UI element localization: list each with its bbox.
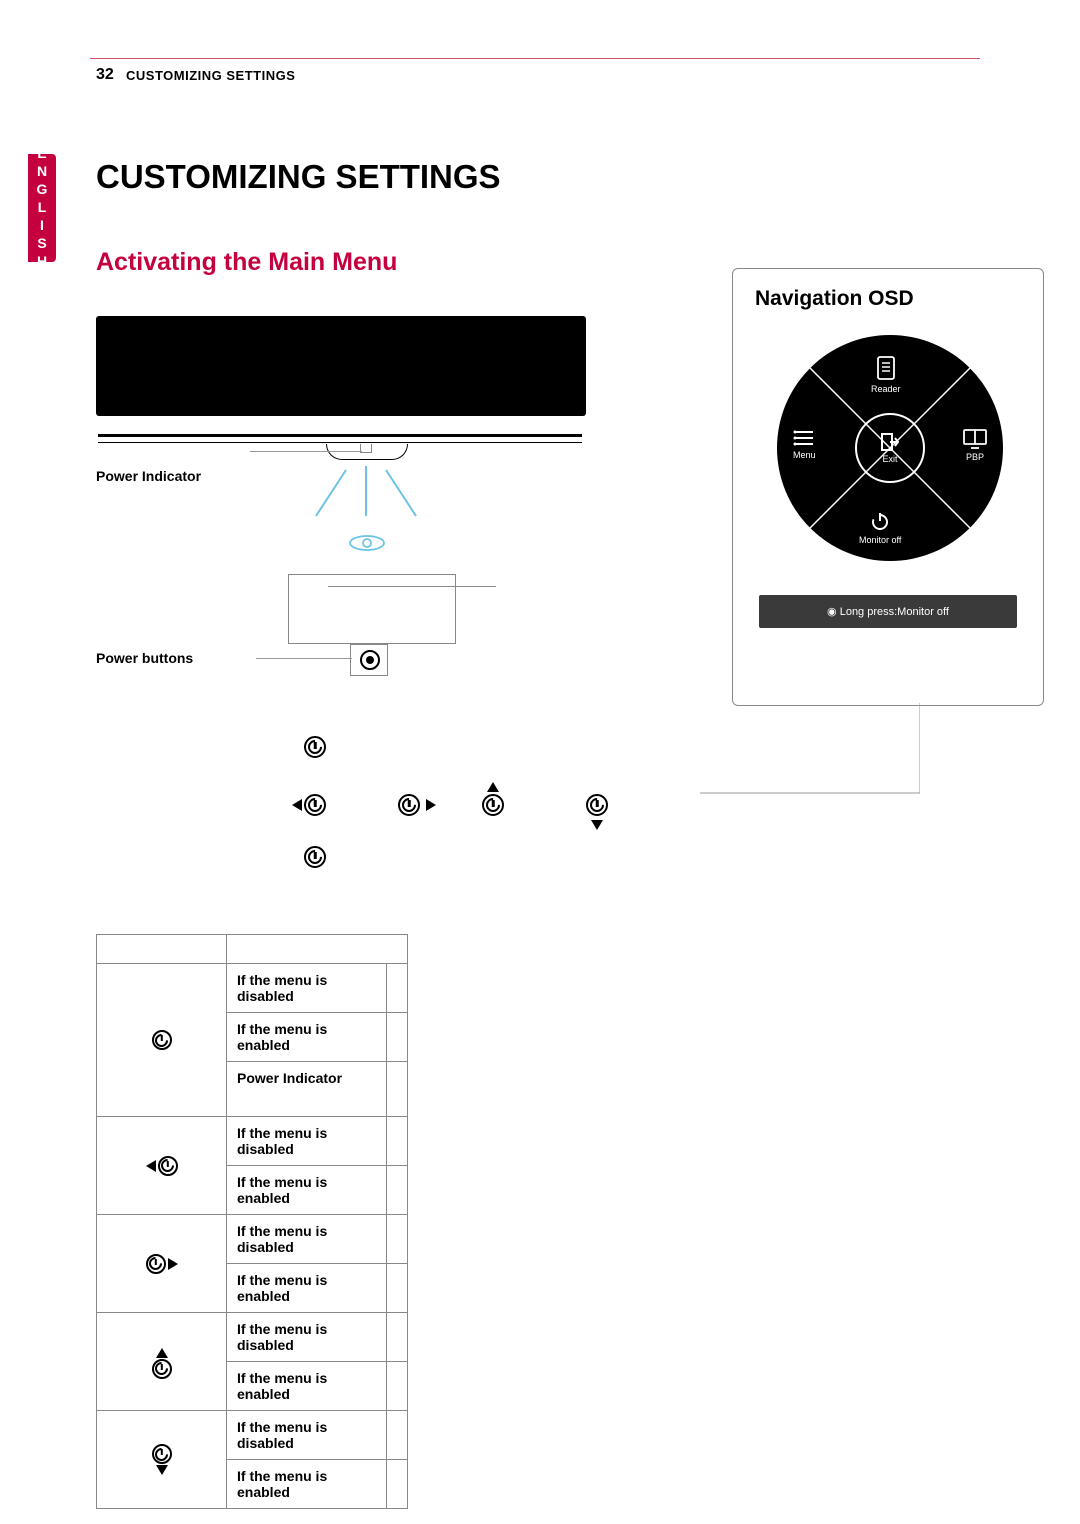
osd-note-prefix: ◉ (827, 606, 837, 618)
power-icon-left (304, 794, 326, 816)
table-state: If the menu is disabled (227, 1411, 387, 1460)
table-row: If the menu is disabled (97, 1313, 408, 1362)
page-title: CUSTOMIZING SETTINGS (96, 158, 501, 196)
table-state: Power Indicator (227, 1062, 387, 1117)
osd-exit-label: Exit (882, 454, 897, 464)
stand-line (328, 586, 496, 587)
power-button-dot (366, 656, 374, 664)
power-icon-up-arrow (482, 794, 504, 816)
table-state: If the menu is enabled (227, 1264, 387, 1313)
osd-segment-monitor-off: Monitor off (859, 510, 901, 545)
table-icon-right (97, 1215, 227, 1313)
table-row: If the menu is disabled (97, 964, 408, 1013)
power-icon-down-arrow (586, 794, 608, 816)
eye-icon (348, 534, 386, 552)
table-state: If the menu is disabled (227, 1313, 387, 1362)
power-button-leader (256, 658, 352, 659)
table-desc (387, 1215, 408, 1264)
osd-segment-pbp: PBP (963, 429, 987, 462)
arrow-left-icon (292, 799, 302, 811)
arrow-right-icon (426, 799, 436, 811)
arrow-up-icon (487, 782, 499, 792)
power-icon-right (398, 794, 420, 816)
table-icon-left (97, 1117, 227, 1215)
table-desc (387, 1062, 408, 1117)
monitor-screen (96, 316, 586, 416)
table-header-icon (97, 935, 227, 964)
control-table: If the menu is disabled If the menu is e… (96, 934, 408, 1509)
table-desc (387, 1166, 408, 1215)
osd-segment-menu: Menu (793, 429, 816, 460)
sight-rays (306, 466, 426, 526)
osd-menu-label: Menu (793, 450, 816, 460)
table-icon-press (97, 964, 227, 1117)
table-state: If the menu is enabled (227, 1460, 387, 1509)
osd-center-exit: Exit (855, 413, 925, 483)
table-row: If the menu is disabled (97, 1117, 408, 1166)
header-rule (90, 58, 980, 59)
table-state: If the menu is enabled (227, 1362, 387, 1411)
section-title: Activating the Main Menu (96, 248, 397, 277)
table-desc (387, 1362, 408, 1411)
power-icon-top (304, 736, 326, 758)
table-desc (387, 1460, 408, 1509)
table-desc (387, 1411, 408, 1460)
osd-title: Navigation OSD (755, 287, 914, 311)
table-state: If the menu is enabled (227, 1013, 387, 1062)
table-state: If the menu is disabled (227, 1117, 387, 1166)
osd-leader-line (700, 703, 920, 873)
arrow-down-icon (591, 820, 603, 830)
table-state: If the menu is disabled (227, 964, 387, 1013)
monitor-edge (98, 434, 582, 437)
table-desc (387, 1117, 408, 1166)
indicator-leader-line (250, 451, 362, 452)
navigation-osd-panel: Navigation OSD Reader Menu PBP Monitor o… (732, 268, 1044, 706)
table-icon-up (97, 1313, 227, 1411)
osd-pbp-label: PBP (966, 452, 984, 462)
table-state: If the menu is enabled (227, 1166, 387, 1215)
header-section-title: CUSTOMIZING SETTINGS (126, 68, 295, 83)
stand-box (288, 574, 456, 644)
osd-note: ◉ Long press:Monitor off (759, 595, 1017, 628)
osd-note-text: Long press:Monitor off (840, 606, 949, 618)
table-desc (387, 964, 408, 1013)
language-tab: ENGLISH (28, 154, 56, 262)
monitor-edge-thin (98, 442, 582, 443)
osd-segment-reader: Reader (871, 355, 901, 394)
table-row: If the menu is disabled (97, 1411, 408, 1460)
table-desc (387, 1313, 408, 1362)
table-desc (387, 1264, 408, 1313)
table-state: If the menu is disabled (227, 1215, 387, 1264)
power-icon-bottom (304, 846, 326, 868)
monitor-diagram (96, 316, 586, 706)
table-header-desc (227, 935, 408, 964)
osd-reader-label: Reader (871, 384, 901, 394)
table-header-row (97, 935, 408, 964)
osd-monitor-off-label: Monitor off (859, 535, 901, 545)
table-icon-down (97, 1411, 227, 1509)
page-number: 32 (96, 66, 114, 84)
table-row: If the menu is disabled (97, 1215, 408, 1264)
table-desc (387, 1013, 408, 1062)
